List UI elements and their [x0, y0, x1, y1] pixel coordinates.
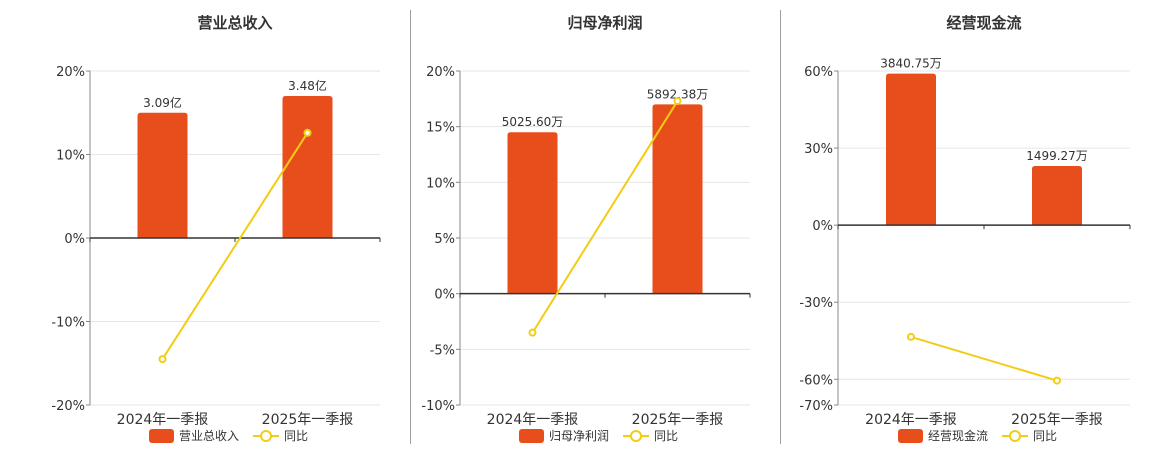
chart-svg: 经营现金流 60% 30% 0% -30% -60% -70% 3840.75万 2024年一季… [799, 14, 1131, 443]
bar [507, 132, 558, 294]
bar [1032, 166, 1082, 226]
y-tick-label: -10% [51, 316, 85, 331]
chart-panel-revenue: 营业总收入 20% 10% 0% -10% -20% 3.09亿 2024年一季报 3.48亿 2… [0, 0, 386, 450]
yoy-point [907, 332, 915, 341]
legend-line-label: 同比 [654, 429, 678, 443]
y-tick-label: 30% [804, 142, 833, 157]
yoy-point [528, 328, 537, 337]
legend-line-marker [630, 430, 642, 442]
legend-bar-swatch [519, 429, 544, 443]
yoy-point [158, 355, 167, 364]
y-tick-label: 15% [426, 121, 455, 136]
y-tick-label: -10% [421, 399, 455, 414]
chart-title: 归母净利润 [567, 14, 642, 32]
y-tick-label: 0% [434, 288, 455, 303]
legend-line-label: 同比 [1033, 429, 1057, 443]
y-tick-label: -60% [799, 373, 833, 388]
y-tick-label: 10% [56, 149, 85, 164]
legend-bar-label: 经营现金流 [928, 428, 988, 443]
yoy-line [531, 100, 679, 334]
bar-data-label: 3.09亿 [143, 95, 182, 110]
legend-bar-label: 营业总收入 [179, 429, 239, 443]
y-tick-label: 20% [426, 65, 455, 80]
bar-data-label: 5892.38万 [647, 87, 709, 101]
legend-bar-swatch [149, 429, 174, 443]
yoy-line [910, 335, 1058, 382]
yoy-point [673, 97, 682, 106]
y-tick-label: -70% [799, 399, 833, 414]
y-tick-label: 60% [804, 65, 833, 80]
y-tick-label: 10% [426, 176, 455, 191]
y-tick-label: -20% [51, 399, 85, 414]
x-tick-label: 2024年一季报 [865, 412, 957, 428]
y-tick-label: 20% [56, 65, 85, 80]
y-tick-label: 0% [812, 219, 833, 234]
x-tick-label: 2025年一季报 [632, 412, 724, 428]
x-tick-label: 2024年一季报 [487, 412, 579, 428]
y-tick-label: 5% [434, 232, 455, 247]
bar-data-label: 5025.60万 [502, 115, 564, 129]
bar [886, 73, 936, 226]
panel-divider [410, 10, 411, 444]
yoy-point [1053, 376, 1061, 385]
x-tick-label: 2025年一季报 [262, 412, 354, 428]
chart-panel-cash-flow: 经营现金流 60% 30% 0% -30% -60% -70% 3840.75万 2024年一季… [772, 0, 1158, 450]
chart-svg: 营业总收入 20% 10% 0% -10% -20% 3.09亿 2024年一季报 3.48亿 2… [51, 14, 381, 443]
bar [652, 104, 703, 294]
legend-bar-swatch [898, 429, 923, 443]
y-tick-label: 0% [64, 232, 85, 247]
y-tick-label: -5% [430, 343, 455, 358]
bar-data-label: 1499.27万 [1026, 149, 1088, 163]
chart-svg: 归母净利润 20% 15% 10% 5% 0% -5% -10% 5025.60万 2024年一季… [421, 14, 751, 443]
chart-panel-net-profit: 归母净利润 20% 15% 10% 5% 0% -5% -10% 5025.60万 2024年一季… [386, 0, 772, 450]
yoy-point [303, 128, 312, 137]
yoy-line [161, 132, 309, 360]
panel-divider [780, 10, 781, 444]
bar-data-label: 3.48亿 [288, 78, 327, 93]
legend-line-marker [1009, 430, 1021, 442]
bar [137, 112, 188, 238]
chart-title: 营业总收入 [197, 14, 272, 32]
bar [282, 96, 333, 238]
legend-bar-label: 归母净利润 [549, 429, 609, 443]
legend-line-marker [260, 430, 272, 442]
y-tick-label: -30% [799, 296, 833, 311]
x-tick-label: 2024年一季报 [117, 412, 209, 428]
legend-line-label: 同比 [284, 429, 308, 443]
bar-data-label: 3840.75万 [880, 57, 942, 71]
chart-title: 经营现金流 [946, 14, 1021, 32]
x-tick-label: 2025年一季报 [1011, 412, 1103, 428]
